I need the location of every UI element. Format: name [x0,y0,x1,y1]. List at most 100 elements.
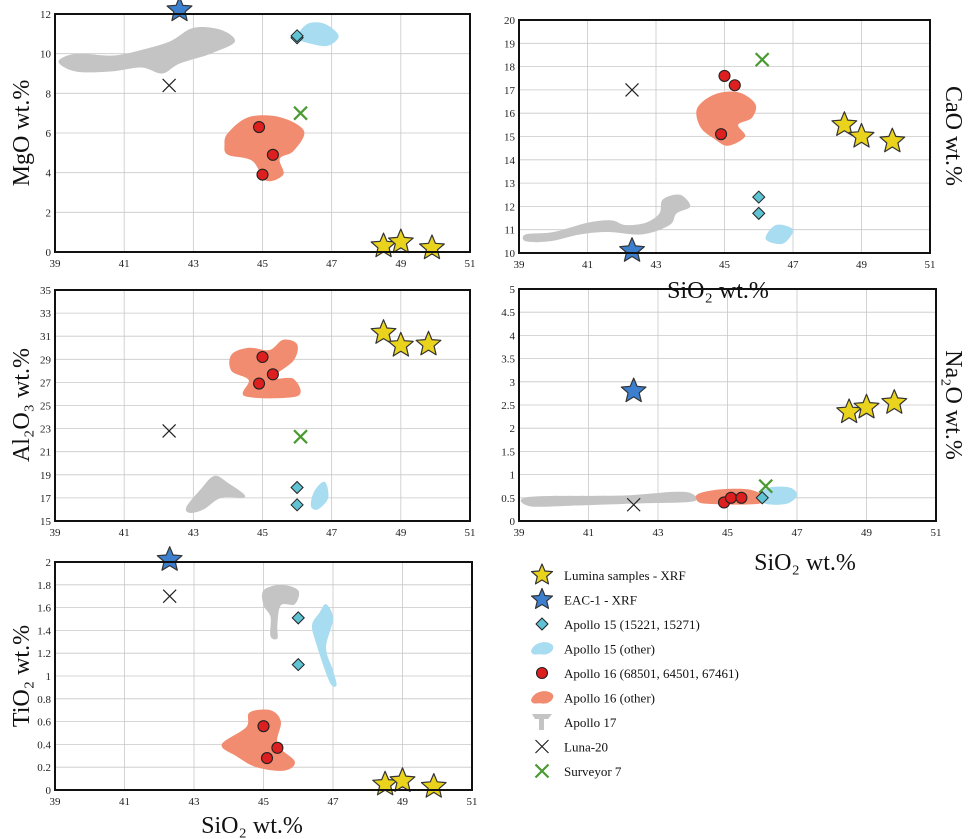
panel-mgo: 39 41 43 45 47 49 51 0 2 4 6 8 10 12 [40,0,476,270]
apollo15-point [290,480,304,495]
legend-label: Apollo 16 (68501, 64501, 67461) [564,666,739,681]
apollo16-point [252,121,266,134]
apollo17-region-tio2 [261,584,300,640]
y-tick-label: 29 [40,354,52,366]
legend-item-lumina: Lumina samples - XRF [530,563,686,585]
y-tick-label: 0.2 [37,762,51,774]
ylabel-al2o3: Al₂O₃ wt.% [9,348,35,462]
x-tick-label: 45 [257,527,269,539]
plot-frame [54,289,471,522]
plot-frame [518,19,931,254]
lumina-point [387,331,414,357]
legend-label: Lumina samples - XRF [564,568,686,583]
y-tick-label: 0 [46,785,52,797]
x-tick-label: 43 [188,527,200,539]
plot-frame [54,561,473,791]
y-tick-label: 35 [40,285,52,297]
apollo17-region-cao [522,194,691,243]
apollo16-point [715,128,728,141]
x-tick-label: 51 [467,796,478,808]
y-tick-label: 0.4 [37,739,51,751]
legend-item-apollo15-region: Apollo 15 (other) [531,642,655,657]
x-tick-label: 43 [653,527,665,539]
legend-swatch [530,587,554,610]
x-tick-label: 43 [651,259,663,271]
legend-item-apollo16: Apollo 16 (68501, 64501, 67461) [535,666,739,681]
y-tick-label: 21 [40,447,51,459]
legend-item-apollo16-region: Apollo 16 (other) [531,691,655,706]
x-tick-label: 41 [119,796,130,808]
apollo15-region-cao [765,224,794,245]
x-tick-label: 49 [397,796,409,808]
x-tick-label: 39 [514,259,526,271]
apollo16-point [252,377,266,390]
ylabel-tio2: TiO₂ wt.% [9,625,35,727]
y-tick-label: 8 [46,88,52,100]
legend-swatch [531,642,554,655]
y-tick-label: 0 [46,247,52,259]
apollo15-region-na2o [758,486,798,505]
x-tick-label: 49 [856,259,868,271]
y-tick-label: 17 [504,85,516,97]
x-tick-label: 43 [189,796,201,808]
y-tick-label: 33 [40,308,52,320]
x-tick-label: 47 [326,258,338,270]
legend-item-surveyor7: Surveyor 7 [534,763,622,779]
apollo16-point [728,79,741,92]
x-tick-label: 51 [925,259,936,271]
x-tick-label: 49 [861,527,873,539]
y-tick-label: 4.5 [501,307,515,319]
legend-swatch [535,739,549,754]
apollo15-point [752,206,766,221]
y-tick-label: 0 [510,516,516,528]
x-tick-label: 41 [119,258,130,270]
lumina-point [387,228,414,254]
x-tick-label: 45 [719,259,731,271]
eac-point [166,0,193,22]
legend-item-apollo17-region: Apollo 17 [532,714,617,730]
y-tick-label: 17 [40,493,52,505]
apollo15-point [290,498,304,512]
x-tick-label: 49 [395,527,407,539]
y-tick-label: 1.2 [37,648,51,660]
y-tick-label: 12 [504,201,515,213]
ylabel-mgo: MgO wt.% [9,80,35,187]
legend-item-luna20: Luna-20 [535,739,608,755]
apollo17-region-mgo [58,27,236,74]
apollo15-region-tio2 [311,604,337,687]
x-tick-label: 51 [931,527,942,539]
xlabel-na2o: SiO₂ wt.% [754,550,856,576]
apollo15-point [291,611,305,625]
y-tick-label: 19 [40,470,52,482]
surveyor7-point [293,429,308,444]
apollo16-point [260,752,274,765]
x-tick-label: 47 [792,527,804,539]
y-tick-label: 18 [504,62,516,74]
lumina-point [879,127,906,153]
y-tick-label: 3 [510,377,516,389]
x-tick-label: 39 [50,527,62,539]
lumina-point [419,234,445,260]
y-tick-label: 3.5 [501,354,515,366]
apollo16-region-al2o3 [229,339,301,399]
y-tick-label: 2 [510,423,516,435]
y-tick-label: 4 [510,330,516,342]
y-tick-label: 1.6 [37,603,51,615]
apollo16-point [724,491,738,504]
luna20-point [625,82,639,97]
legend-label: Apollo 16 (other) [564,691,655,706]
y-tick-label: 27 [40,377,52,389]
ylabel-na2o: Na₂O wt.% [940,350,966,460]
surveyor7-point [754,52,770,67]
lumina-point [881,389,908,414]
x-tick-label: 49 [395,258,407,270]
y-tick-label: 19 [504,38,516,50]
y-tick-label: 14 [504,155,516,167]
legend-swatch [532,714,552,730]
eac-point [620,377,647,403]
apollo16-point [718,69,731,82]
ylabel-cao: CaO wt.% [940,86,966,186]
apollo15-point [290,29,304,43]
x-tick-label: 45 [258,796,270,808]
y-tick-label: 23 [40,424,52,436]
